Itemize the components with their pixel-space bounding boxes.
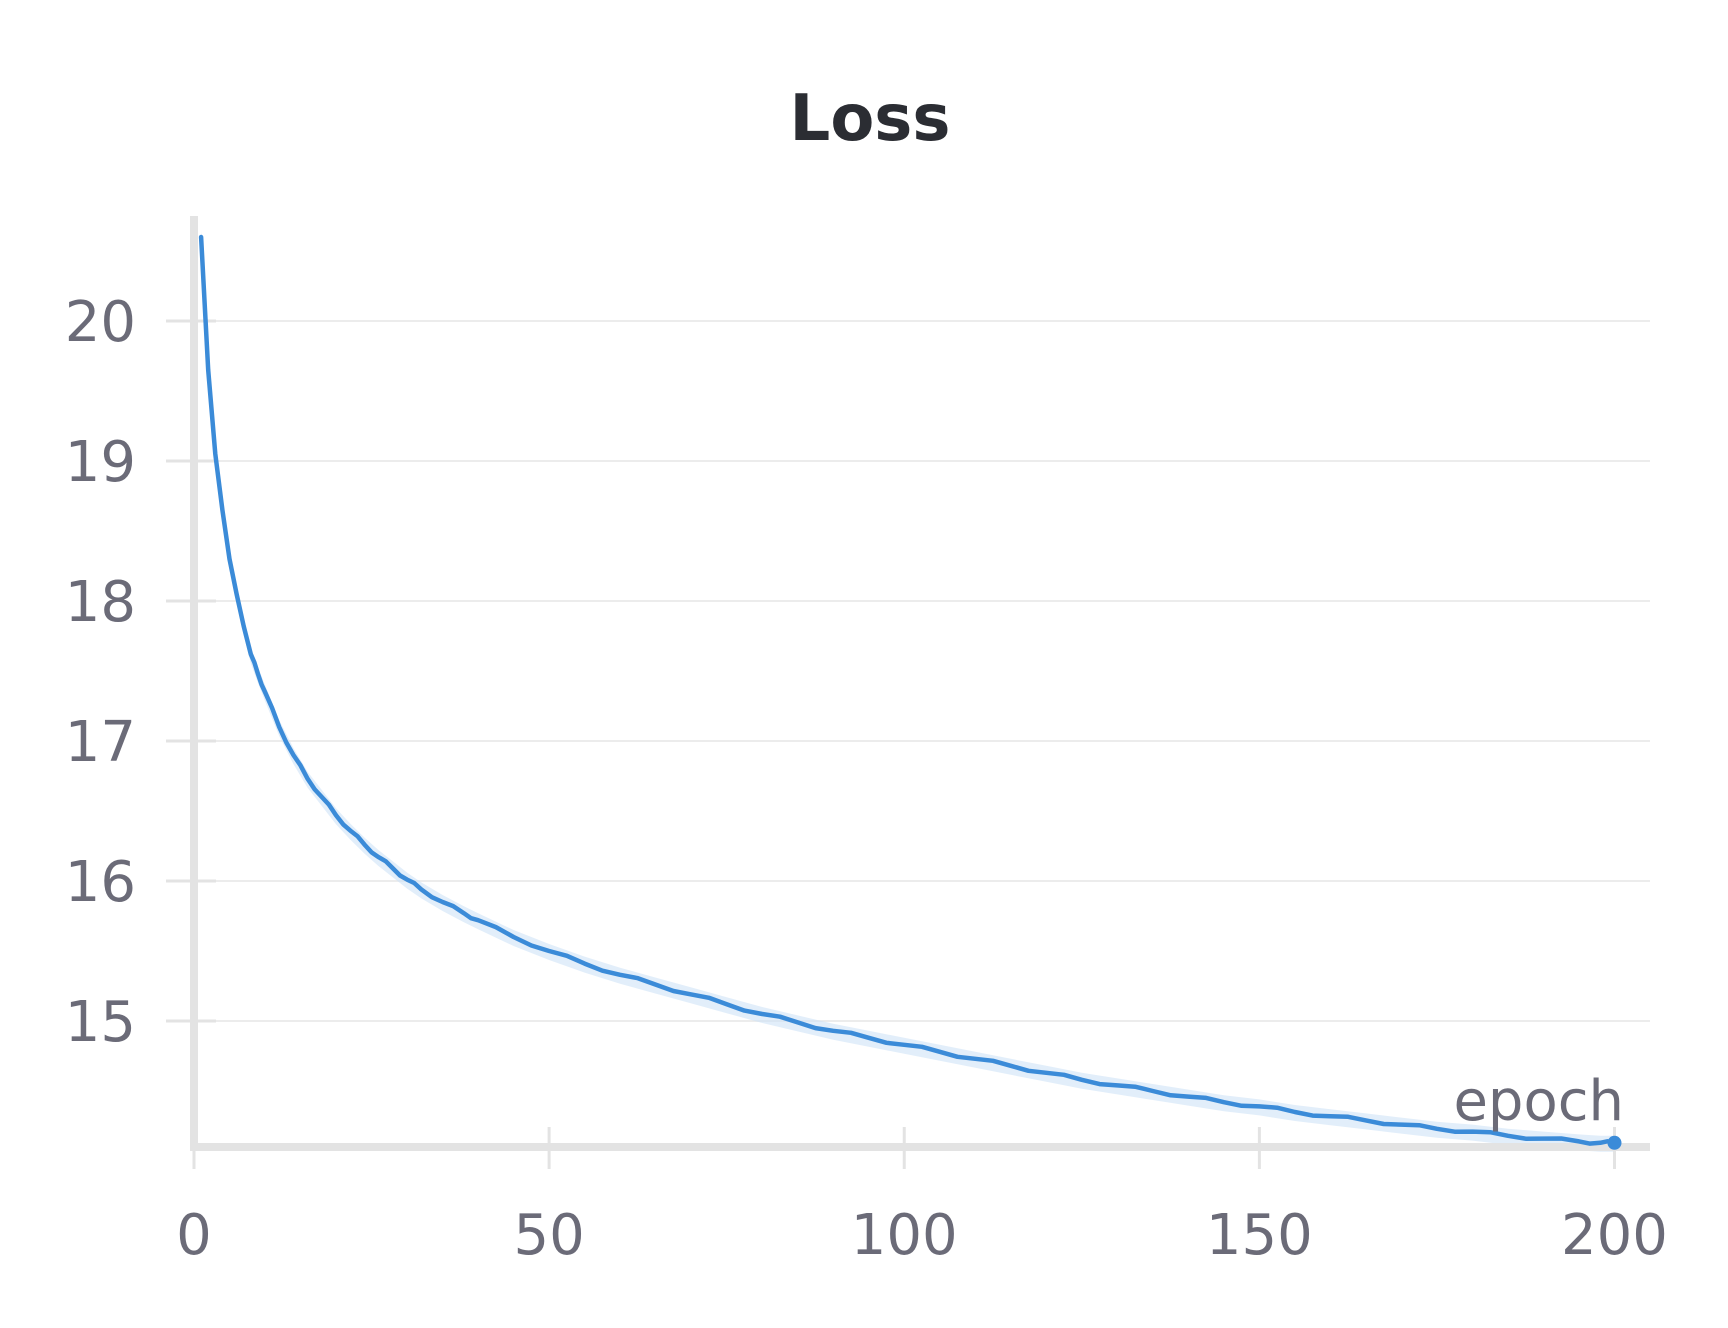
y-tick-label: 18	[65, 570, 136, 635]
series-band	[201, 230, 1615, 1152]
y-tick-label: 15	[65, 990, 136, 1055]
series-lines	[198, 234, 1622, 1150]
x-axis-label: epoch	[1453, 1069, 1624, 1134]
axes	[166, 216, 1650, 1169]
x-tick-label: 0	[176, 1203, 212, 1268]
y-tick-label: 17	[65, 710, 136, 775]
y-tick-label: 19	[65, 430, 136, 495]
y-tick-label: 16	[65, 850, 136, 915]
x-tick-label: 100	[851, 1203, 958, 1268]
x-tick-label: 50	[513, 1203, 584, 1268]
y-tick-label: 20	[65, 290, 136, 355]
chart-title: Loss	[790, 82, 951, 156]
grid-lines	[194, 320, 1650, 1022]
series-line-0	[198, 234, 1617, 1146]
series-band-area	[201, 230, 1615, 1152]
x-tick-label: 150	[1206, 1203, 1313, 1268]
series-end-point	[1607, 1135, 1622, 1150]
x-tick-label: 200	[1561, 1203, 1668, 1268]
